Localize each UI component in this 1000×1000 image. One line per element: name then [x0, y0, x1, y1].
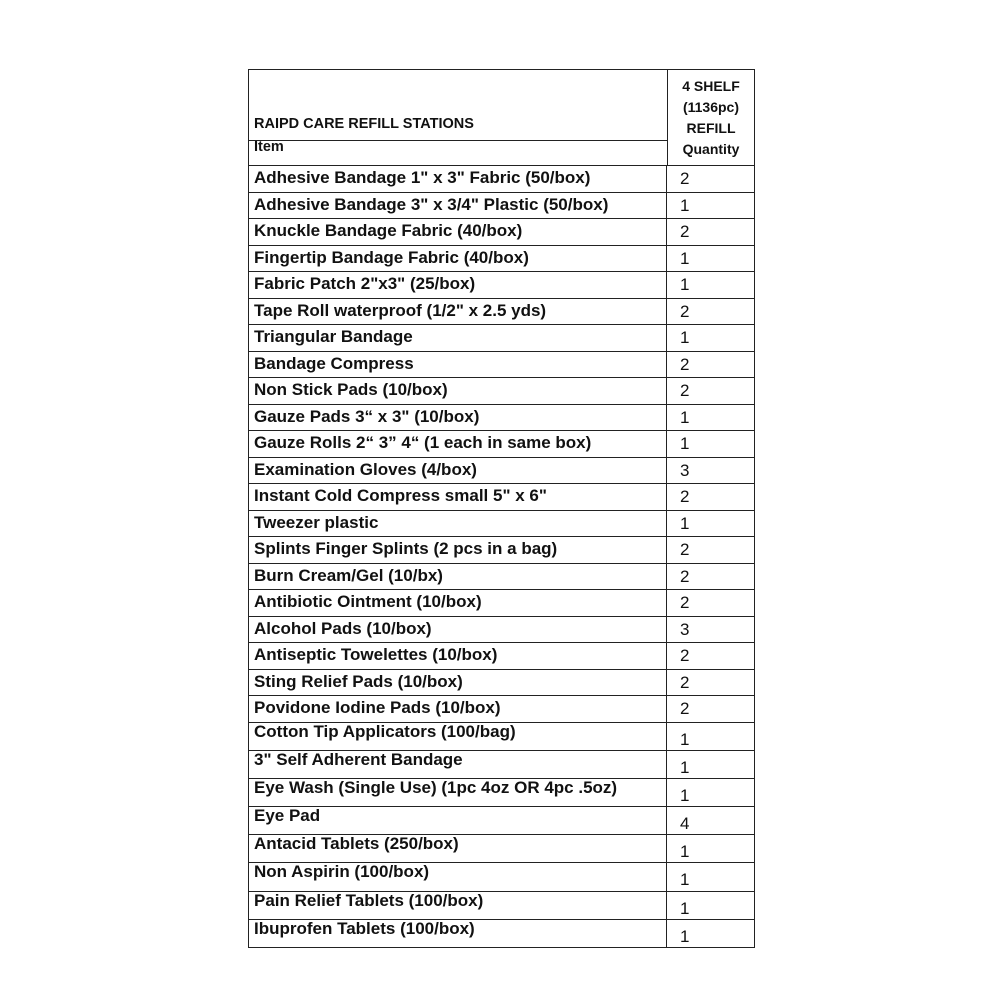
table-row: Triangular Bandage 1 — [249, 325, 754, 352]
quantity-cell: 1 — [680, 248, 690, 268]
quantity-cell: 2 — [680, 699, 690, 718]
table-row: Adhesive Bandage 3" x 3/4" Plastic (50/b… — [249, 192, 754, 219]
quantity-cell: 2 — [680, 566, 690, 586]
item-cell: Triangular Bandage — [249, 325, 667, 351]
item-column-header: Item — [254, 139, 284, 155]
quantity-cell: 1 — [680, 926, 690, 946]
qty-header-line: 4 SHELF — [682, 78, 740, 94]
item-cell: Antiseptic Towelettes (10/box) — [249, 643, 667, 669]
refill-table: RAIPD CARE REFILL STATIONS Item 4 SHELF … — [248, 69, 755, 948]
item-cell: 3" Self Adherent Bandage — [249, 750, 667, 778]
qty-header-line: Quantity — [682, 141, 740, 157]
quantity-cell: 1 — [680, 513, 690, 533]
table-row: Gauze Rolls 2“ 3” 4“ (1 each in same box… — [249, 431, 754, 458]
quantity-cell: 3 — [680, 619, 690, 639]
item-cell: Tape Roll waterproof (1/2" x 2.5 yds) — [249, 298, 667, 324]
qty-header-line: REFILL — [686, 120, 736, 136]
table-row: Pain Relief Tablets (100/box) 1 — [249, 891, 754, 920]
quantity-cell: 1 — [680, 870, 690, 890]
item-cell: Alcohol Pads (10/box) — [249, 616, 667, 642]
item-cell: Povidone Iodine Pads (10/box) — [249, 696, 667, 722]
table-row: Ibuprofen Tablets (100/box) 1 — [249, 919, 754, 948]
item-cell: Sting Relief Pads (10/box) — [249, 669, 667, 695]
quantity-cell: 1 — [680, 785, 690, 805]
quantity-cell: 1 — [680, 842, 690, 862]
quantity-cell: 2 — [680, 169, 690, 188]
table-row: Antibiotic Ointment (10/box) 2 — [249, 590, 754, 617]
quantity-cell: 1 — [680, 757, 690, 777]
item-cell: Tweezer plastic — [249, 510, 667, 536]
table-row: Non Aspirin (100/box) 1 — [249, 863, 754, 892]
quantity-cell: 1 — [680, 328, 690, 347]
item-cell: Examination Gloves (4/box) — [249, 457, 667, 483]
table-row: Tape Roll waterproof (1/2" x 2.5 yds) 2 — [249, 298, 754, 325]
item-cell: Non Stick Pads (10/box) — [249, 378, 667, 404]
header-divider — [249, 140, 667, 141]
item-cell: Instant Cold Compress small 5" x 6" — [249, 484, 667, 510]
table-row: Gauze Pads 3“ x 3" (10/box) 1 — [249, 404, 754, 431]
table-row: Eye Pad 4 — [249, 807, 754, 836]
table-row: Cotton Tip Applicators (100/bag) 1 — [249, 722, 754, 751]
quantity-cell: 2 — [680, 672, 690, 692]
quantity-cell: 2 — [680, 593, 690, 612]
item-cell: Fabric Patch 2"x3" (25/box) — [249, 272, 667, 298]
table-row: Burn Cream/Gel (10/bx) 2 — [249, 563, 754, 590]
item-cell: Bandage Compress — [249, 351, 667, 377]
quantity-cell: 2 — [680, 540, 690, 559]
item-cell: Antibiotic Ointment (10/box) — [249, 590, 667, 616]
table-row: Examination Gloves (4/box) 3 — [249, 457, 754, 484]
quantity-cell: 1 — [680, 729, 690, 749]
table-row: Bandage Compress 2 — [249, 351, 754, 378]
quantity-cell: 2 — [680, 381, 690, 400]
item-cell: Adhesive Bandage 1" x 3" Fabric (50/box) — [249, 166, 667, 192]
quantity-cell: 2 — [680, 301, 690, 321]
header-item-cell: RAIPD CARE REFILL STATIONS Item — [249, 70, 668, 165]
quantity-cell: 1 — [680, 275, 690, 294]
quantity-cell: 2 — [680, 487, 690, 506]
item-cell: Splints Finger Splints (2 pcs in a bag) — [249, 537, 667, 563]
table-row: Povidone Iodine Pads (10/box) 2 — [249, 696, 754, 723]
quantity-cell: 1 — [680, 434, 690, 453]
quantity-cell: 2 — [680, 646, 690, 665]
item-cell: Antacid Tablets (250/box) — [249, 835, 667, 863]
item-cell: Ibuprofen Tablets (100/box) — [249, 919, 667, 947]
quantity-cell: 1 — [680, 898, 690, 918]
table-body: Adhesive Bandage 1" x 3" Fabric (50/box)… — [249, 166, 754, 948]
table-row: Instant Cold Compress small 5" x 6" 2 — [249, 484, 754, 511]
item-cell: Gauze Pads 3“ x 3" (10/box) — [249, 404, 667, 430]
table-row: Antiseptic Towelettes (10/box) 2 — [249, 643, 754, 670]
table-row: Eye Wash (Single Use) (1pc 4oz OR 4pc .5… — [249, 778, 754, 808]
item-cell: Cotton Tip Applicators (100/bag) — [249, 722, 667, 750]
item-cell: Pain Relief Tablets (100/box) — [249, 891, 667, 919]
quantity-cell: 1 — [680, 195, 690, 215]
item-cell: Adhesive Bandage 3" x 3/4" Plastic (50/b… — [249, 192, 667, 218]
table-row: Splints Finger Splints (2 pcs in a bag) 2 — [249, 537, 754, 564]
table-row: Antacid Tablets (250/box) 1 — [249, 835, 754, 864]
table-row: Fingertip Bandage Fabric (40/box) 1 — [249, 245, 754, 272]
item-cell: Burn Cream/Gel (10/bx) — [249, 563, 667, 589]
item-cell: Eye Pad — [249, 807, 667, 835]
table-title: RAIPD CARE REFILL STATIONS — [254, 116, 474, 132]
item-cell: Gauze Rolls 2“ 3” 4“ (1 each in same box… — [249, 431, 667, 457]
table-row: Non Stick Pads (10/box) 2 — [249, 378, 754, 405]
table-row: 3" Self Adherent Bandage 1 — [249, 750, 754, 779]
item-cell: Non Aspirin (100/box) — [249, 863, 667, 891]
table-row: Adhesive Bandage 1" x 3" Fabric (50/box)… — [249, 166, 754, 193]
table-row: Sting Relief Pads (10/box) 2 — [249, 669, 754, 696]
table-row: Fabric Patch 2"x3" (25/box) 1 — [249, 272, 754, 299]
table-row: Alcohol Pads (10/box) 3 — [249, 616, 754, 643]
table-header: RAIPD CARE REFILL STATIONS Item 4 SHELF … — [249, 70, 754, 166]
item-cell: Fingertip Bandage Fabric (40/box) — [249, 245, 667, 271]
table-row: Knuckle Bandage Fabric (40/box) 2 — [249, 219, 754, 246]
quantity-cell: 2 — [680, 354, 690, 374]
quantity-cell: 4 — [680, 814, 690, 834]
item-cell: Eye Wash (Single Use) (1pc 4oz OR 4pc .5… — [249, 778, 667, 807]
quantity-cell: 2 — [680, 222, 690, 241]
quantity-cell: 3 — [680, 460, 690, 480]
item-cell: Knuckle Bandage Fabric (40/box) — [249, 219, 667, 245]
quantity-cell: 1 — [680, 407, 690, 427]
qty-header-line: (1136pc) — [682, 99, 740, 115]
quantity-column-header: 4 SHELF (1136pc) REFILL Quantity — [668, 70, 754, 165]
table-row: Tweezer plastic 1 — [249, 510, 754, 537]
